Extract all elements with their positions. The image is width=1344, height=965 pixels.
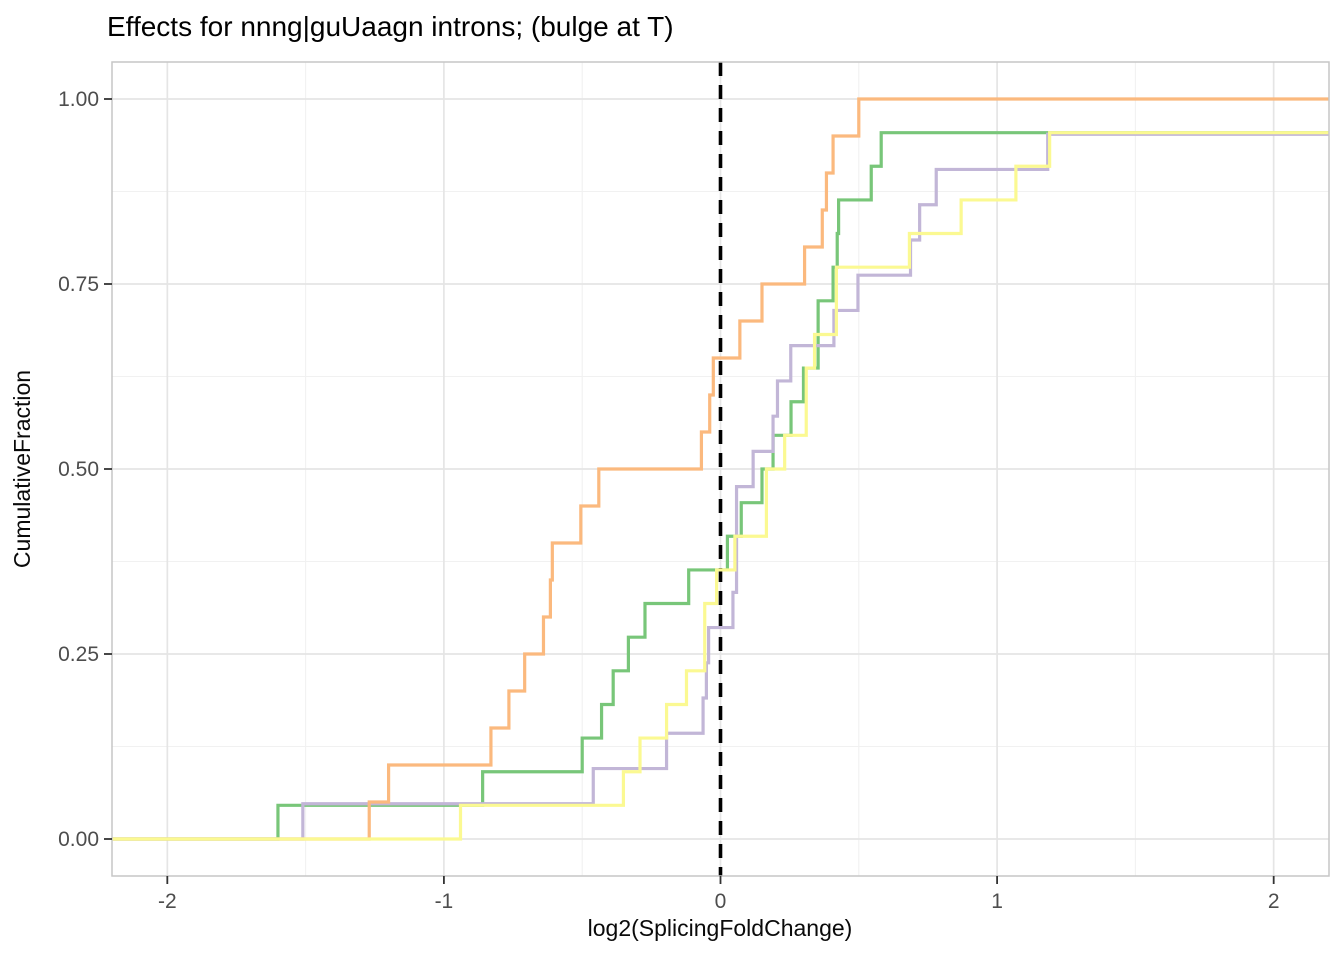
y-axis-title: CumulativeFraction: [9, 370, 35, 568]
x-tick-label: 2: [1268, 890, 1280, 913]
y-tick-label: 0.75: [58, 273, 99, 296]
axis-ticks: [104, 98, 1275, 884]
x-axis-title: log2(SplicingFoldChange): [588, 915, 853, 941]
x-tick-label: 1: [991, 890, 1003, 913]
ecdf-curve-orange: [112, 97, 1329, 841]
x-tick-labels: -2 -1 0 1 2: [158, 890, 1280, 913]
y-tick-label: 1.00: [58, 88, 99, 111]
ecdf-curve-purple: [112, 132, 1329, 841]
ecdf-curves: [112, 97, 1329, 841]
y-tick-label: 0.50: [58, 458, 99, 481]
x-tick-label: 0: [715, 890, 727, 913]
y-tick-label: 0.25: [58, 643, 99, 666]
ecdf-curve-green: [112, 131, 1329, 841]
x-tick-label: -2: [158, 890, 177, 913]
ecdf-curve-yellow: [112, 131, 1329, 841]
y-tick-labels: 0.00 0.25 0.50 0.75 1.00: [58, 88, 99, 851]
y-tick-label: 0.00: [58, 828, 99, 851]
plot-title: Effects for nnng|guUaagn introns; (bulge…: [107, 11, 674, 42]
x-tick-label: -1: [435, 890, 454, 913]
